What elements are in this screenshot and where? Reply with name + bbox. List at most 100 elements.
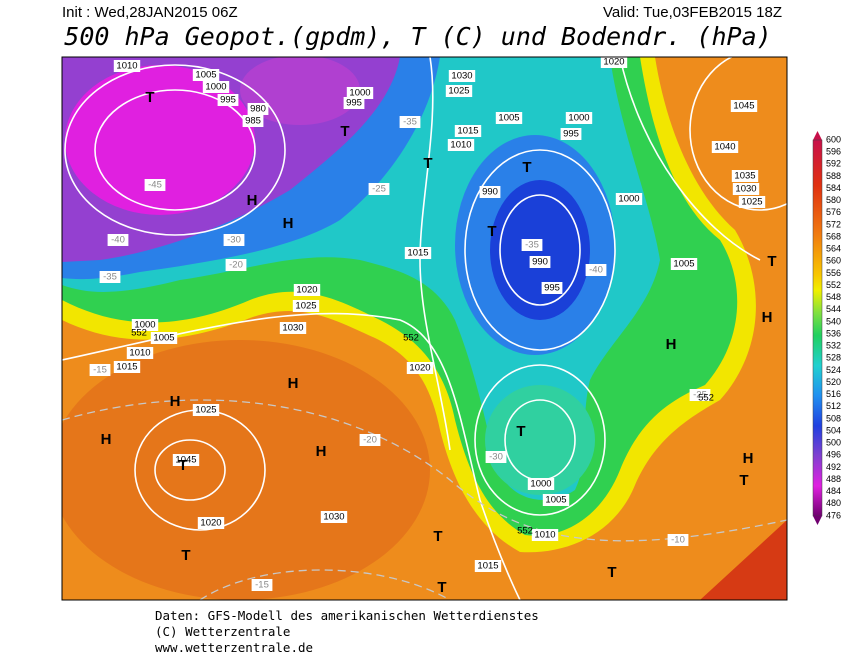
map-labels: 1010100510009959859801000995103010251015…	[89, 57, 777, 596]
pressure-label-box	[217, 94, 239, 106]
isobar	[499, 194, 581, 306]
pressure-center: T	[340, 123, 349, 140]
colorbar-label: 516	[826, 389, 841, 399]
pressure-label-box	[126, 347, 154, 359]
colorbar-label: 576	[826, 207, 841, 217]
temperature-label-box	[89, 364, 111, 376]
pressure-label: 1030	[282, 323, 303, 334]
pressure-label-box	[445, 85, 473, 97]
temperature-label: -25	[693, 390, 707, 401]
pressure-label: 1020	[603, 57, 624, 68]
map-frame	[61, 56, 788, 601]
pressure-center: H	[288, 375, 299, 392]
pressure-label-box	[565, 112, 593, 124]
isobar	[154, 439, 226, 501]
pressure-label-box	[172, 454, 200, 466]
pressure-label-box	[600, 57, 628, 68]
colorbar-label: 572	[826, 219, 841, 229]
colorbar-label: 552	[826, 280, 841, 290]
pressure-label-box	[131, 319, 159, 331]
pressure-center: T	[178, 457, 187, 474]
pressure-label: 1000	[349, 88, 370, 99]
pressure-label-box	[738, 196, 766, 208]
pressure-center: T	[433, 528, 442, 545]
pressure-label: 1045	[733, 101, 754, 112]
pressure-center: T	[607, 564, 616, 581]
temperature-label-box	[485, 451, 507, 463]
pressure-label-box	[150, 332, 178, 344]
pressure-label-box	[447, 139, 475, 151]
pressure-center: T	[181, 547, 190, 564]
pressure-label: 1030	[323, 512, 344, 523]
pressure-center: T	[516, 423, 525, 440]
pressure-label: 1020	[296, 285, 317, 296]
pressure-label-box	[448, 70, 476, 82]
colorbar-label: 532	[826, 341, 841, 351]
colorbar: 600 596 592 588 584 580 576 572 568 564 560 556 552 5…	[812, 131, 841, 525]
temperature-label: -15	[255, 580, 269, 591]
colorbar-label: 528	[826, 353, 841, 363]
temperature-label: -35	[403, 117, 417, 128]
pressure-label: 995	[563, 129, 579, 140]
temperature-line	[199, 569, 451, 600]
colorbar-label: 488	[826, 474, 841, 484]
footer-line: Daten: GFS-Modell des amerikanischen Wet…	[155, 608, 539, 623]
pressure-center: T	[423, 155, 432, 172]
pressure-center: T	[767, 253, 776, 270]
colorbar-label: 496	[826, 450, 841, 460]
pressure-label: 980	[250, 104, 266, 115]
pressure-label: 1005	[673, 259, 694, 270]
pressure-center: H	[170, 393, 181, 410]
pressure-label: 1000	[205, 82, 226, 93]
isobar	[94, 89, 256, 211]
pressure-center: H	[762, 309, 773, 326]
pressure-center: T	[437, 579, 446, 596]
valid-text: Valid: Tue,03FEB2015 18Z	[603, 4, 782, 21]
pressure-label: 1015	[457, 126, 478, 137]
pressure-label-box	[406, 362, 434, 374]
colorbar-label: 548	[826, 292, 841, 302]
temperature-label: -40	[111, 235, 125, 246]
pressure-label: 1030	[451, 71, 472, 82]
map-title: 500 hPa Geopot.(gpdm), T (C) und Bodendr…	[64, 22, 771, 51]
colorbar-label: 584	[826, 183, 841, 193]
south-low-core	[485, 385, 595, 495]
init-text: Init : Wed,28JAN2015 06Z	[62, 4, 238, 21]
colorbar-label: 588	[826, 171, 841, 181]
colorbar-label: 480	[826, 498, 841, 508]
temperature-label-box	[99, 271, 121, 283]
temperature-label: -40	[589, 265, 603, 276]
pressure-label: 1015	[407, 248, 428, 259]
pressure-label-box	[192, 404, 220, 416]
isobars	[62, 57, 787, 600]
temperature-label-box	[107, 234, 129, 246]
pressure-label-box	[242, 115, 264, 127]
pressure-label-box	[113, 60, 141, 72]
colorbar-label: 520	[826, 377, 841, 387]
pressure-label-box	[404, 247, 432, 259]
pressure-label: 1025	[741, 197, 762, 208]
pressure-label-box	[197, 517, 225, 529]
colorbar-label: 504	[826, 425, 841, 435]
map-area: 1010100510009959859801000995103010251015…	[62, 57, 787, 600]
temperature-label: -35	[525, 240, 539, 251]
pressure-center: H	[247, 192, 258, 209]
geopotential-label: 552	[403, 333, 419, 344]
temperature-label: -45	[148, 180, 162, 191]
pressure-label: 990	[532, 257, 548, 268]
pressure-label: 1015	[116, 362, 137, 373]
pressure-label: 1045	[175, 455, 196, 466]
temperature-line	[62, 399, 787, 542]
pressure-label: 1010	[450, 140, 471, 151]
pressure-label-box	[320, 511, 348, 523]
pressure-label: 1005	[195, 70, 216, 81]
colorbar-label: 512	[826, 401, 841, 411]
pressure-label: 1035	[734, 171, 755, 182]
colorbar-label: 492	[826, 462, 841, 472]
warm-region	[62, 340, 430, 600]
pressure-label: 995	[220, 95, 236, 106]
pressure-center: H	[283, 215, 294, 232]
footer-line: www.wetterzentrale.de	[155, 640, 313, 655]
